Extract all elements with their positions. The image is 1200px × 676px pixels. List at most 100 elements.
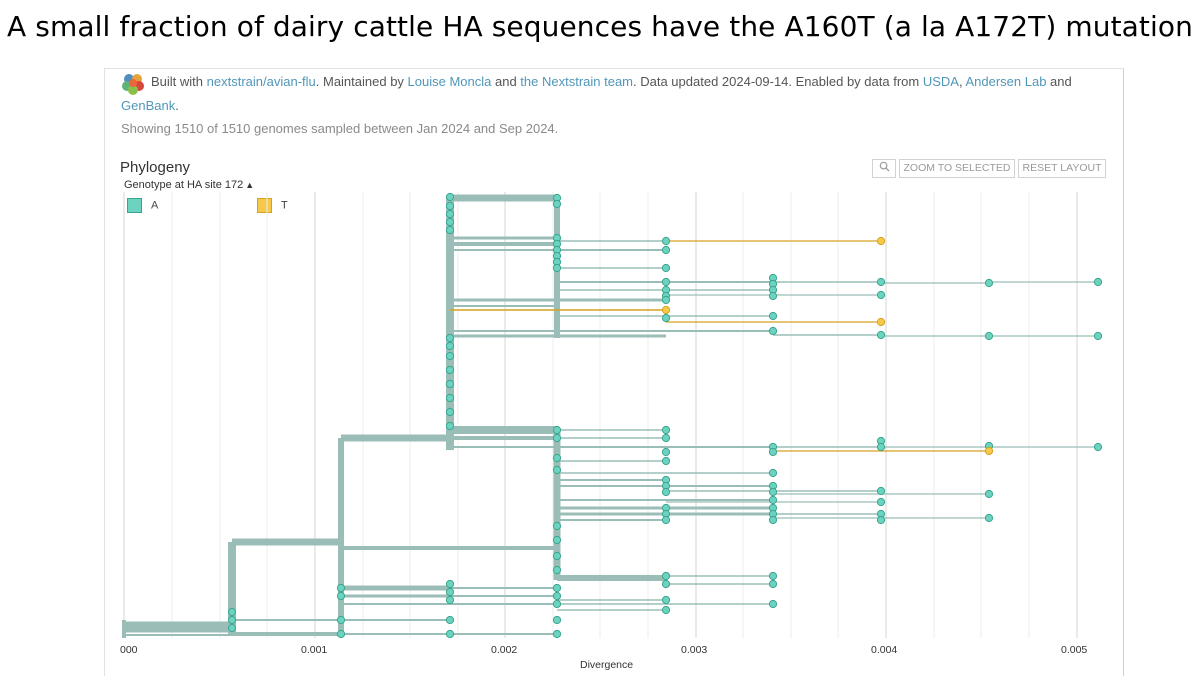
tip-node[interactable] [1093, 277, 1103, 287]
tip-node[interactable] [661, 313, 671, 323]
tip-node[interactable] [661, 425, 671, 435]
legend-toggle[interactable]: Genotype at HA site 172 ▲ [124, 179, 254, 191]
tip-node[interactable] [876, 317, 886, 327]
tip-node[interactable] [552, 599, 562, 609]
tip-node[interactable] [227, 623, 237, 633]
tip-node[interactable] [661, 447, 671, 457]
tip-node[interactable] [876, 497, 886, 507]
tip-node[interactable] [445, 629, 455, 639]
tip-node[interactable] [1093, 331, 1103, 341]
tip-node[interactable] [552, 433, 562, 443]
tip-node[interactable] [661, 236, 671, 246]
tip-node[interactable] [552, 453, 562, 463]
tip-node[interactable] [552, 591, 562, 601]
tip-node[interactable] [552, 263, 562, 273]
tip-node[interactable] [661, 487, 671, 497]
tip-node[interactable] [445, 393, 455, 403]
tip-node[interactable] [445, 201, 455, 211]
tip-node[interactable] [552, 615, 562, 625]
avian-flu-link[interactable]: nextstrain/avian-flu [206, 74, 316, 89]
tip-node[interactable] [661, 595, 671, 605]
tip-node[interactable] [768, 468, 778, 478]
tip-node[interactable] [227, 615, 237, 625]
tip-node[interactable] [768, 291, 778, 301]
tip-node[interactable] [661, 605, 671, 615]
tip-node[interactable] [1093, 442, 1103, 452]
tip-node[interactable] [552, 551, 562, 561]
tip-node[interactable] [876, 330, 886, 340]
tip-node[interactable] [445, 351, 455, 361]
x-tick-label: 0.005 [1061, 644, 1088, 656]
tip-node[interactable] [445, 407, 455, 417]
tip-node[interactable] [768, 571, 778, 581]
tip-node[interactable] [445, 421, 455, 431]
zoom-to-selected-button[interactable]: ZOOM TO SELECTED [899, 159, 1015, 178]
tip-node[interactable] [661, 571, 671, 581]
tip-node[interactable] [876, 515, 886, 525]
tip-node[interactable] [984, 513, 994, 523]
tip-node[interactable] [336, 583, 346, 593]
tip-node[interactable] [768, 311, 778, 321]
tip-node[interactable] [876, 486, 886, 496]
tip-node[interactable] [661, 277, 671, 287]
tip-node[interactable] [661, 456, 671, 466]
tip-node[interactable] [768, 579, 778, 589]
source-link-andersen[interactable]: Andersen Lab [965, 74, 1047, 89]
source-link-genbank[interactable]: GenBank [121, 98, 176, 113]
maintainer-link-moncla[interactable]: Louise Moncla [407, 74, 492, 89]
tip-node[interactable] [876, 290, 886, 300]
tip-node[interactable] [768, 599, 778, 609]
tip-node[interactable] [445, 333, 455, 343]
tip-node[interactable] [445, 341, 455, 351]
tip-node[interactable] [336, 591, 346, 601]
tip-node[interactable] [552, 521, 562, 531]
tip-node[interactable] [768, 487, 778, 497]
tip-node[interactable] [984, 278, 994, 288]
tip-node[interactable] [445, 209, 455, 219]
tip-node[interactable] [984, 446, 994, 456]
tip-node[interactable] [661, 263, 671, 273]
tip-node[interactable] [552, 629, 562, 639]
tip-node[interactable] [984, 331, 994, 341]
legend-item-t[interactable]: T [257, 198, 288, 213]
tip-node[interactable] [661, 433, 671, 443]
tip-node[interactable] [768, 447, 778, 457]
tip-node[interactable] [552, 583, 562, 593]
tip-node[interactable] [768, 326, 778, 336]
tip-node[interactable] [984, 489, 994, 499]
tip-node[interactable] [661, 245, 671, 255]
tip-node[interactable] [336, 629, 346, 639]
tip-node[interactable] [445, 365, 455, 375]
tip-node[interactable] [876, 442, 886, 452]
tip-node[interactable] [552, 535, 562, 545]
tip-node[interactable] [552, 199, 562, 209]
tip-node[interactable] [445, 615, 455, 625]
legend-item-a[interactable]: A [127, 198, 158, 213]
search-button[interactable] [872, 159, 896, 178]
legend-label-t: T [281, 199, 288, 212]
tip-node[interactable] [445, 587, 455, 597]
tip-node[interactable] [445, 217, 455, 227]
tip-node[interactable] [445, 192, 455, 202]
reset-layout-button[interactable]: RESET LAYOUT [1018, 159, 1106, 178]
tip-node[interactable] [768, 495, 778, 505]
source-link-usda[interactable]: USDA [922, 74, 959, 89]
tip-node[interactable] [552, 465, 562, 475]
tip-node[interactable] [445, 579, 455, 589]
tip-node[interactable] [661, 515, 671, 525]
tip-node[interactable] [445, 595, 455, 605]
tip-node[interactable] [227, 607, 237, 617]
maintainer-link-nextstrain[interactable]: the Nextstrain team [520, 74, 634, 89]
tip-node[interactable] [661, 579, 671, 589]
tip-node[interactable] [661, 295, 671, 305]
tip-node[interactable] [445, 379, 455, 389]
tip-node[interactable] [876, 277, 886, 287]
tip-node[interactable] [768, 515, 778, 525]
tip-node[interactable] [661, 305, 671, 315]
tip-node[interactable] [552, 565, 562, 575]
tip-node[interactable] [552, 425, 562, 435]
tip-node[interactable] [336, 615, 346, 625]
tip-node[interactable] [445, 225, 455, 235]
tip-node[interactable] [876, 236, 886, 246]
